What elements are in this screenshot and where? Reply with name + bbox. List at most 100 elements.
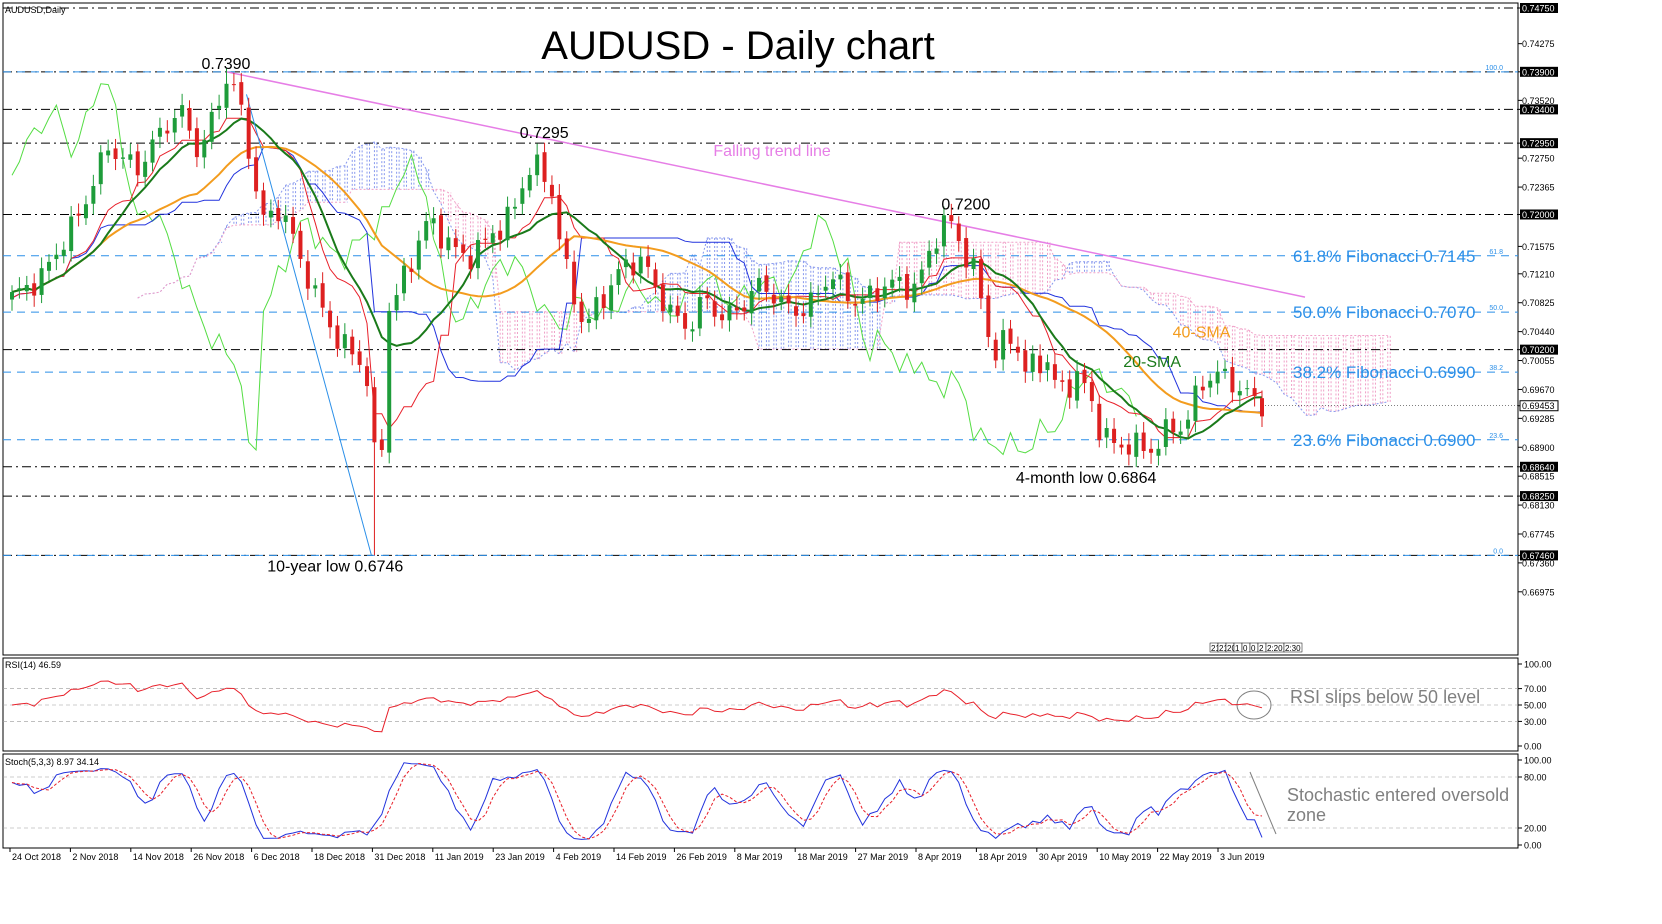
candle-body — [246, 107, 251, 159]
senkou-span-b — [137, 188, 1388, 350]
price-level-box — [1520, 491, 1558, 502]
candle-body — [1149, 448, 1154, 453]
candle-body — [904, 273, 909, 300]
price-level-box — [1520, 104, 1558, 115]
candle-body — [106, 150, 111, 156]
candle-body — [949, 215, 954, 222]
candle-body — [512, 206, 517, 209]
candle-body — [712, 301, 717, 317]
candle-body — [453, 238, 458, 248]
candle-body — [978, 259, 983, 299]
candle-body — [801, 313, 806, 317]
candle-body — [1237, 391, 1242, 396]
candle-body — [291, 217, 296, 234]
candle-body — [32, 283, 37, 296]
candle-body — [409, 268, 414, 272]
candle-body — [98, 152, 103, 185]
rsi-tick-label: 0.00 — [1524, 742, 1542, 752]
candle-body — [128, 154, 133, 160]
candle-body — [357, 351, 362, 365]
candle-body — [194, 128, 199, 158]
sma40-line — [11, 145, 1263, 414]
candle-body — [1119, 444, 1124, 448]
candle-body — [794, 306, 799, 316]
fib-pct-label: 38.2 — [1489, 365, 1503, 372]
candle-body — [601, 294, 606, 309]
candle-body — [1252, 388, 1257, 396]
time-tick-label: 26 Nov 2018 — [193, 852, 244, 862]
price-level-label: 0.70200 — [1522, 345, 1555, 355]
price-tick-label: 0.71575 — [1522, 242, 1555, 252]
candle-body — [956, 223, 961, 241]
candle-body — [1082, 369, 1087, 384]
fib-pct-label: 61.8 — [1489, 249, 1503, 256]
candle-body — [431, 218, 436, 224]
candle-body — [239, 82, 244, 105]
price-tick-label: 0.72750 — [1522, 154, 1555, 164]
price-tick-label: 0.73520 — [1522, 96, 1555, 106]
time-strip-label: 2 — [1259, 644, 1264, 653]
price-level-label: 0.72000 — [1522, 210, 1555, 220]
candle-body — [816, 293, 821, 295]
candle-body — [919, 269, 924, 284]
candle-body — [490, 233, 495, 243]
candle-body — [542, 152, 547, 182]
symbol-label: AUDUSD,Daily — [5, 5, 66, 15]
candle-body — [594, 297, 599, 321]
price-tick-label: 0.70055 — [1522, 356, 1555, 366]
candle-body — [638, 256, 643, 274]
stoch-arrow-line — [1249, 771, 1277, 835]
time-tick-label: 31 Dec 2018 — [374, 852, 425, 862]
candle-body — [697, 297, 702, 329]
current-price-box — [1519, 400, 1559, 412]
candle-body — [305, 261, 310, 289]
price-level-box — [1520, 3, 1558, 13]
current-price-label: 0.69453 — [1522, 401, 1555, 411]
candle-body — [912, 283, 917, 303]
fib-pct-label: 0.0 — [1493, 548, 1503, 555]
candle-body — [1052, 364, 1057, 380]
senkou-span-a — [137, 141, 1388, 416]
candle-body — [187, 108, 192, 131]
stoch-panel-frame — [2, 753, 1519, 849]
candle-body — [498, 230, 503, 240]
candle-body — [46, 261, 51, 271]
stochastic-panel: 100.00 80.00 20.00 0.00 — [3, 756, 1552, 851]
main-panel-frame — [2, 2, 1519, 656]
candle-body — [823, 286, 828, 291]
fib-label: 38.2% Fibonacci 0.6990 — [1293, 363, 1475, 382]
candle-body — [934, 248, 939, 254]
candle-body — [986, 295, 991, 337]
candle-body — [1193, 385, 1198, 421]
candle-body — [217, 105, 222, 109]
candle-body — [845, 272, 850, 302]
price-level-label: 0.68250 — [1522, 492, 1555, 502]
time-tick-label: 3 Jun 2019 — [1220, 852, 1265, 862]
candle-body — [1001, 330, 1006, 360]
time-tick-label: 18 Dec 2018 — [314, 852, 365, 862]
candle-body — [438, 215, 443, 249]
time-strip-label: 1 — [1235, 644, 1240, 653]
rsi-tick-label: 50.00 — [1524, 701, 1547, 711]
candle-body — [653, 269, 658, 288]
chart-annotation: 0.7200 — [941, 196, 990, 213]
chart-annotation: 0.7295 — [520, 125, 569, 142]
candle-body — [446, 237, 451, 251]
rsi-line — [11, 680, 1263, 733]
candle-body — [209, 111, 214, 142]
price-tick-label: 0.69285 — [1522, 414, 1555, 424]
candle-body — [254, 157, 259, 192]
candle-body — [424, 221, 429, 241]
price-level-box — [1520, 550, 1558, 561]
candle-body — [668, 304, 673, 313]
time-tick-label: 23 Jan 2019 — [495, 852, 545, 862]
fib-retracement-line — [246, 94, 372, 556]
candle-body — [564, 238, 569, 260]
candle-body — [1200, 386, 1205, 391]
candle-body — [24, 284, 29, 292]
fib-label: 23.6% Fibonacci 0.6900 — [1293, 431, 1475, 450]
candle-body — [1030, 353, 1035, 372]
candle-body — [964, 238, 969, 268]
rsi-panel: 100.00 70.00 50.00 30.00 0.00 — [3, 660, 1552, 752]
